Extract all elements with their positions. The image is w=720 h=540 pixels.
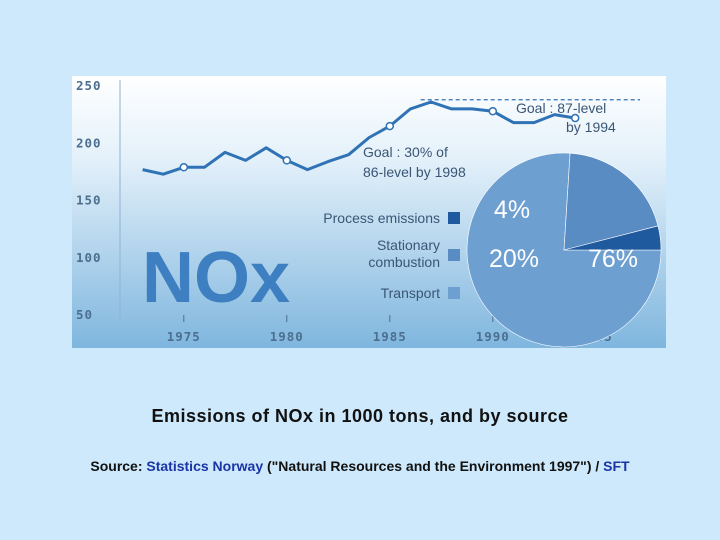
goal-annotation-line: 86-level by 1998 (363, 164, 466, 180)
goal-annotation-line: Goal : 87-level (516, 100, 606, 116)
pie-value-label-stationary: 20% (489, 245, 539, 273)
statistics-norway-link[interactable]: Statistics Norway (146, 458, 264, 474)
chart-caption: Emissions of NOx in 1000 tons, and by so… (151, 406, 569, 426)
pie-slice-stationary (563, 152, 659, 251)
y-tick-label: 150 (76, 193, 102, 208)
legend-label-stationary: combustion (368, 254, 440, 270)
x-tick-label: 1980 (270, 329, 304, 344)
legend-swatch-process (448, 212, 460, 224)
x-tick-label: 1975 (167, 329, 201, 344)
y-tick-label: 250 (76, 78, 102, 93)
pie-slice-process (563, 225, 662, 251)
source-line: Source: Statistics Norway ("Natural Reso… (0, 458, 720, 474)
pie-value-label-process: 4% (494, 196, 530, 224)
data-point-marker (570, 113, 580, 123)
pie-value-label-transport: 76% (588, 245, 638, 273)
legend-swatch-stationary (448, 249, 460, 261)
y-tick-label: 100 (76, 250, 102, 265)
emissions-line (142, 100, 576, 176)
legend-label-stationary: Stationary (377, 237, 440, 253)
x-tick-label: 1985 (373, 329, 407, 344)
nox-big-label: NOx (142, 238, 290, 318)
legend-label-process: Process emissions (323, 210, 440, 226)
legend-swatch-transport (448, 287, 460, 299)
legend-label-transport: Transport (381, 285, 441, 301)
goal-annotation-line: Goal : 30% of (363, 144, 448, 160)
data-point-marker (282, 156, 292, 165)
source-prefix: Source: (90, 458, 143, 474)
goal-annotation-line: by 1994 (566, 119, 616, 135)
y-tick-label: 50 (76, 307, 93, 322)
data-point-marker (385, 121, 395, 131)
x-tick-label: 1990 (476, 329, 510, 344)
data-point-marker (488, 106, 498, 116)
sft-link[interactable]: SFT (603, 458, 630, 474)
nox-chart-svg: NOx 2502001501005019751980198519901995 G… (72, 76, 666, 348)
source-publication: ("Natural Resources and the Environment … (267, 458, 600, 474)
data-point-marker (179, 163, 189, 172)
y-tick-label: 200 (76, 135, 102, 150)
nox-figure: NOx 2502001501005019751980198519901995 G… (72, 76, 666, 348)
